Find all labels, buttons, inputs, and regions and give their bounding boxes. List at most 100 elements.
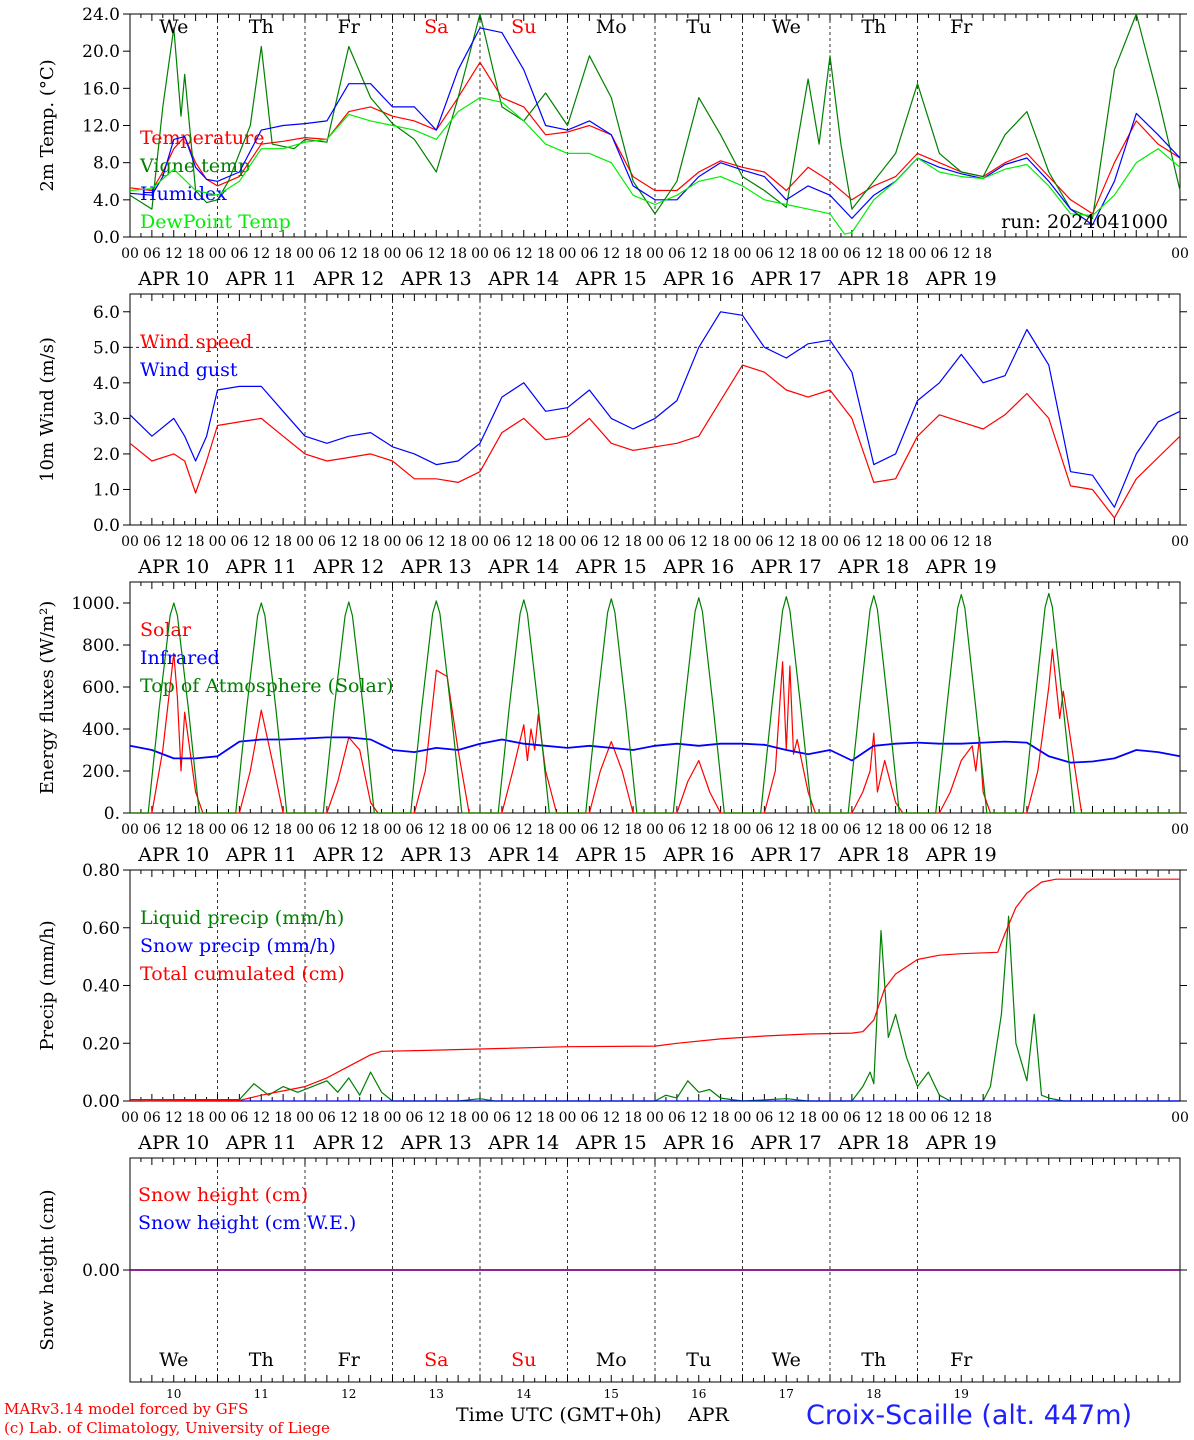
hour-tick-label: 12	[427, 1110, 445, 1126]
hour-tick-label: 00	[121, 1110, 139, 1126]
legend-entry: Wind gust	[140, 359, 238, 381]
hour-tick-label: 00	[384, 246, 402, 262]
hour-tick-label: 06	[230, 1110, 248, 1126]
legend-entry: Snow precip (mm/h)	[140, 935, 336, 957]
y-tick-label: 800.	[82, 636, 120, 656]
hour-tick-label: 18	[449, 246, 467, 262]
hour-tick-label: 00	[121, 534, 139, 550]
date-label: APR 19	[925, 556, 997, 578]
weekday-label: We	[772, 16, 801, 38]
hour-tick-label: 12	[777, 534, 795, 550]
hour-tick-label: 18	[537, 822, 555, 838]
hour-tick-label: 18	[624, 822, 642, 838]
legend-entry: Humidex	[140, 183, 227, 205]
hour-tick-label: 12	[602, 534, 620, 550]
hour-tick-label: 12	[952, 1110, 970, 1126]
hour-tick-label: 06	[668, 1110, 686, 1126]
date-label: APR 12	[312, 844, 384, 866]
hour-tick-label: 00	[1171, 1110, 1189, 1126]
legend-entry: Snow height (cm)	[138, 1184, 308, 1206]
hour-tick-label: 06	[405, 246, 423, 262]
hour-tick-label: 00	[384, 534, 402, 550]
hour-tick-label: 00	[646, 246, 664, 262]
hour-tick-label: 00	[821, 1110, 839, 1126]
date-label: APR 16	[662, 844, 734, 866]
hour-tick-label: 18	[712, 246, 730, 262]
hour-tick-label: 06	[580, 246, 598, 262]
hour-tick-label: 12	[252, 822, 270, 838]
hour-tick-label: 06	[843, 822, 861, 838]
hour-tick-label: 06	[230, 534, 248, 550]
y-tick-label: 1000.	[71, 594, 120, 614]
weekday-label: Fr	[338, 1349, 361, 1371]
date-label: APR 12	[312, 556, 384, 578]
hour-tick-label: 06	[843, 1110, 861, 1126]
hour-tick-label: 00	[1171, 534, 1189, 550]
hour-tick-label: 00	[209, 246, 227, 262]
date-label: APR 10	[137, 268, 209, 290]
hour-tick-label: 00	[909, 1110, 927, 1126]
hour-tick-label: 18	[624, 1110, 642, 1126]
hour-tick-label: 06	[930, 246, 948, 262]
hour-tick-label: 00	[471, 246, 489, 262]
y-tick-label: 8.0	[93, 154, 120, 174]
y-tick-label: 0.00	[82, 1092, 120, 1112]
hour-tick-label: 12	[690, 534, 708, 550]
hour-tick-label: 12	[602, 246, 620, 262]
hour-tick-label: 00	[1171, 246, 1189, 262]
date-label: APR 17	[750, 556, 822, 578]
weekday-label: Fr	[950, 16, 973, 38]
hour-tick-label: 18	[187, 822, 205, 838]
hour-tick-label: 06	[580, 534, 598, 550]
hour-tick-label: 06	[930, 1110, 948, 1126]
hour-tick-label: 06	[143, 822, 161, 838]
hour-tick-label: 00	[384, 1110, 402, 1126]
date-label: APR 11	[225, 268, 297, 290]
y-tick-label: 3.0	[93, 409, 120, 429]
date-label: APR 15	[575, 556, 647, 578]
hour-tick-label: 06	[580, 822, 598, 838]
date-label: APR 14	[487, 556, 559, 578]
hour-tick-label: 12	[427, 534, 445, 550]
series-line-precip-2	[129, 878, 1180, 1102]
hour-tick-label: 18	[887, 1110, 905, 1126]
hour-tick-label: 00	[821, 246, 839, 262]
hour-tick-label: 12	[865, 246, 883, 262]
day-number: 18	[866, 1387, 881, 1400]
hour-tick-label: 12	[427, 246, 445, 262]
hour-tick-label: 00	[646, 822, 664, 838]
hour-tick-label: 12	[690, 246, 708, 262]
weekday-label: Th	[249, 1349, 274, 1371]
hour-tick-label: 12	[515, 822, 533, 838]
hour-tick-label: 18	[887, 246, 905, 262]
y-axis-label: 10m Wind (m/s)	[37, 337, 58, 482]
hour-tick-label: 18	[537, 1110, 555, 1126]
legend-entry: Total cumulated (cm)	[140, 963, 345, 985]
series-line-wind-1	[129, 311, 1181, 508]
hour-tick-label: 00	[471, 822, 489, 838]
hour-tick-label: 06	[318, 1110, 336, 1126]
weekday-label: We	[159, 16, 188, 38]
legend-entry: Solar	[140, 619, 192, 641]
hour-tick-label: 18	[974, 822, 992, 838]
hour-tick-label: 12	[690, 822, 708, 838]
hour-tick-label: 06	[318, 822, 336, 838]
y-tick-label: 600.	[82, 678, 120, 698]
weekday-label: We	[159, 1349, 188, 1371]
hour-tick-label: 06	[318, 246, 336, 262]
hour-tick-label: 18	[274, 822, 292, 838]
hour-tick-label: 06	[493, 246, 511, 262]
y-tick-label: 0.80	[82, 861, 120, 881]
weekday-label: Tu	[686, 16, 711, 38]
hour-tick-label: 12	[952, 822, 970, 838]
legend-entry: Liquid precip (mm/h)	[140, 907, 344, 929]
hour-tick-label: 00	[559, 1110, 577, 1126]
hour-tick-label: 12	[165, 1110, 183, 1126]
hour-tick-label: 06	[755, 1110, 773, 1126]
time-axis-label: Time UTC (GMT+0h)	[456, 1404, 662, 1426]
hour-tick-label: 18	[712, 534, 730, 550]
legend-entry: DewPoint Temp	[140, 211, 291, 233]
day-number: 19	[954, 1387, 969, 1400]
station-name: Croix-Scaille (alt. 447m)	[806, 1400, 1133, 1431]
date-label: APR 17	[750, 268, 822, 290]
